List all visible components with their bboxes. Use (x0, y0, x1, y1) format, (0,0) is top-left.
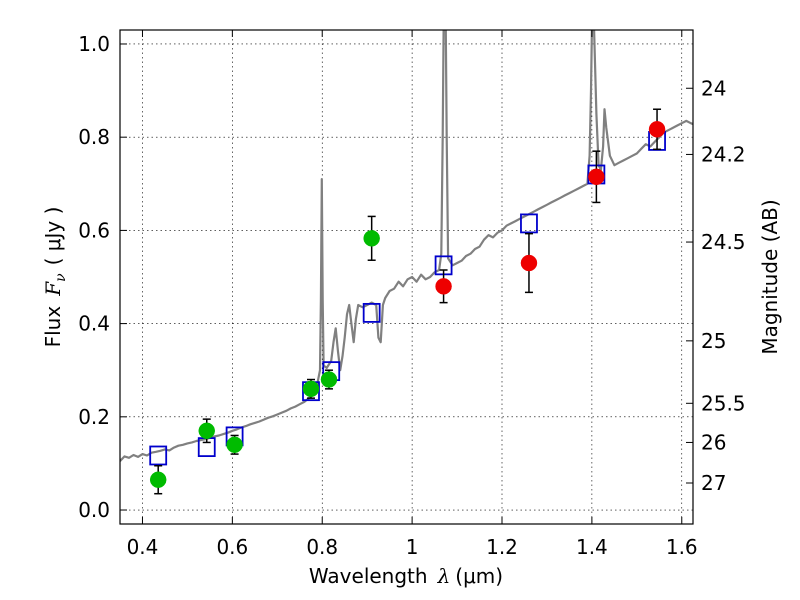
observed-point (149, 471, 167, 488)
observed-point (320, 371, 338, 388)
observed-point (363, 230, 380, 247)
mag-tick-label: 25 (701, 329, 726, 353)
y-tick-label: 0.6 (78, 218, 110, 242)
mag-tick-label: 26 (701, 430, 726, 454)
x-axis-label: Wavelength λ (μm) (309, 564, 503, 588)
y-tick-label: 1.0 (78, 32, 110, 56)
observed-point (435, 278, 452, 295)
observed-point (588, 168, 605, 186)
observed-point (648, 121, 666, 138)
observed-point (198, 422, 215, 440)
x-tick-label: 0.6 (216, 535, 248, 559)
plot-series (120, 30, 693, 495)
mag-tick-label: 27 (701, 471, 726, 495)
x-tick-label: 1.6 (666, 535, 698, 559)
y-tick-label: 0.0 (78, 498, 110, 522)
x-tick-label: 1 (406, 535, 419, 559)
model-photometry-point (520, 213, 538, 234)
axis-ticks: 0.4 0.6 0.8 1 1.2 1.4 1.6 0.0 0.2 0.4 0.6 0.8 1.0 24 2… (78, 30, 746, 559)
spectrum-line (120, 30, 693, 462)
x-tick-label: 1.4 (576, 535, 608, 559)
x-tick-label: 1.2 (486, 535, 518, 559)
plot-frame (119, 29, 694, 525)
observed-point (520, 254, 538, 272)
mag-tick-label: 24.2 (701, 142, 746, 166)
grid (120, 30, 693, 524)
observed-point (226, 436, 243, 454)
y-axis-label: FluxFν( μJy ) (41, 207, 69, 348)
x-tick-label: 0.8 (306, 535, 338, 559)
mag-tick-label: 24 (701, 76, 726, 100)
y-tick-label: 0.4 (78, 312, 110, 336)
y-tick-label: 0.2 (78, 405, 110, 429)
model-photometry-point (362, 302, 381, 323)
x-tick-label: 0.4 (127, 535, 159, 559)
observed-point (302, 380, 320, 398)
mag-tick-label: 25.5 (701, 391, 746, 415)
model-photometry-point (149, 445, 168, 466)
y-tick-label: 0.8 (78, 125, 110, 149)
y2-axis-label: Magnitude (AB) (758, 199, 782, 354)
mag-tick-label: 24.5 (701, 230, 746, 254)
